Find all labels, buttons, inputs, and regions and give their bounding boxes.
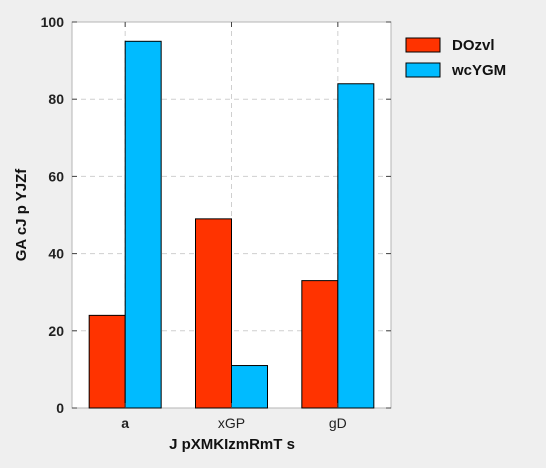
y-tick-label-4: 80 bbox=[48, 91, 64, 107]
y-axis-label: GA cJ p YJZf bbox=[13, 168, 30, 262]
x-axis-ticks: a xGP gD bbox=[121, 22, 347, 431]
legend-swatch-wcYGM bbox=[405, 62, 441, 78]
bar-DOzvl-xGP bbox=[195, 218, 232, 409]
x-tick-label-2: gD bbox=[329, 415, 347, 431]
bar-wcYGM-gD bbox=[337, 83, 375, 409]
legend: DOzvl wcYGM bbox=[405, 37, 506, 79]
x-axis-label: J pXMKIzmRmT s bbox=[169, 436, 295, 453]
bars bbox=[88, 40, 375, 409]
bar-DOzvl-gD bbox=[301, 280, 339, 409]
y-tick-label-2: 40 bbox=[48, 246, 64, 262]
x-tick-label-0: a bbox=[121, 415, 129, 431]
y-axis-ticks: 0 20 40 60 80 100 bbox=[41, 14, 391, 416]
y-tick-label-0: 0 bbox=[56, 400, 64, 416]
x-tick-label-1: xGP bbox=[218, 415, 245, 431]
bar-wcYGM-xGP bbox=[231, 365, 268, 409]
y-tick-label-1: 20 bbox=[48, 323, 64, 339]
legend-swatch-DOzvl bbox=[405, 37, 441, 53]
y-tick-label-5: 100 bbox=[41, 14, 65, 30]
bar-wcYGM-a bbox=[124, 40, 162, 409]
bar-DOzvl-a bbox=[88, 314, 126, 409]
legend-label-DOzvl: DOzvl bbox=[452, 37, 495, 54]
y-tick-label-3: 60 bbox=[48, 168, 64, 184]
legend-label-wcYGM: wcYGM bbox=[451, 62, 506, 79]
